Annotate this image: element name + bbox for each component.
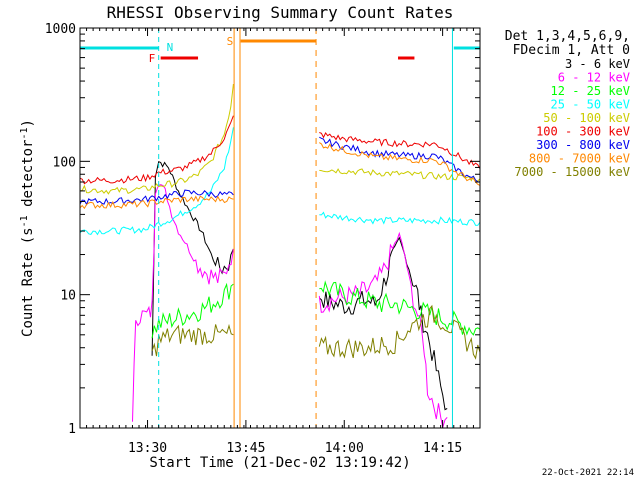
series-4-trace-0 [79, 83, 234, 195]
chart-title: RHESSI Observing Summary Count Rates [107, 3, 454, 22]
y-axis-label-tail: ) [20, 119, 36, 127]
y-tick-label-1: 10 [60, 289, 76, 304]
series-6-trace-0 [79, 189, 234, 206]
y-axis-label-sup1: -1 [19, 215, 30, 227]
series-8 [151, 304, 481, 360]
y-axis: 1 10 100 1000 [45, 22, 480, 437]
x-axis-label: Start Time (21-Dec-02 13:19:42) [149, 455, 410, 471]
legend-entry-3: 25 - 50 keV [551, 98, 630, 112]
legend-entry-6: 300 - 800 keV [536, 138, 630, 152]
legend-entry-5: 100 - 300 keV [536, 125, 630, 139]
saa-flag-label: S [227, 35, 234, 48]
series-4-trace-1 [319, 168, 481, 182]
footer-timestamp: 22-Oct-2021 22:14 [542, 468, 634, 478]
series-6 [79, 136, 481, 206]
legend-entry-1: 6 - 12 keV [558, 71, 630, 85]
series-1-trace-0 [132, 184, 234, 422]
legend: Det 1,3,4,5,6,9, FDecim 1, Att 0 3 - 6 k… [505, 29, 630, 179]
x-tick-label-3: 14:15 [423, 441, 462, 456]
legend-entry-0: 3 - 6 keV [565, 57, 630, 71]
series-5 [79, 115, 481, 185]
y-axis-label-lead: Count Rate (s [20, 227, 36, 337]
series-0-trace-2 [318, 236, 448, 411]
series-2 [151, 280, 481, 339]
plot-frame [79, 27, 481, 429]
series-8-trace-1 [151, 323, 234, 357]
series-5-trace-0 [79, 115, 234, 185]
y-axis-label-mid: detector [20, 140, 36, 216]
legend-entry-2: 12 - 25 keV [551, 84, 630, 98]
series-7-trace-0 [79, 195, 234, 210]
legend-entry-4: 50 - 100 keV [543, 111, 630, 125]
legend-entry-7: 800 - 7000 keV [529, 152, 630, 166]
x-tick-label-2: 14:00 [325, 441, 364, 456]
y-tick-label-0: 1 [68, 422, 76, 437]
series-1 [132, 184, 448, 428]
series-7-trace-1 [319, 142, 481, 186]
y-axis-label-sup2: -1 [19, 127, 30, 139]
series-0-trace-1 [151, 161, 234, 356]
series-7 [79, 142, 481, 210]
x-tick-label-0: 13:30 [128, 441, 167, 456]
flare-flag-label: F [149, 52, 156, 65]
series-2-trace-1 [151, 282, 234, 339]
y-axis-label: Count Rate (s-1 detector-1) [19, 119, 36, 337]
series-0 [151, 161, 448, 411]
y-tick-label-3: 1000 [45, 22, 76, 37]
series-6-trace-1 [319, 136, 481, 183]
night-flag-label: N [167, 41, 174, 54]
series-2-trace-2 [319, 280, 481, 336]
legend-header-line-1: Det 1,3,4,5,6,9, [505, 29, 630, 44]
x-tick-label-1: 13:45 [226, 441, 265, 456]
series-5-trace-1 [319, 132, 481, 169]
series-3-trace-1 [319, 211, 481, 226]
legend-entry-8: 7000 - 15000 keV [514, 165, 630, 179]
x-axis: 13:30 13:45 14:00 14:15 [79, 28, 481, 456]
series-8-trace-2 [318, 304, 481, 360]
y-tick-label-2: 100 [53, 155, 76, 170]
series-4 [79, 83, 481, 195]
legend-header-line-2: FDecim 1, Att 0 [513, 43, 630, 58]
series-1-trace-1 [318, 231, 448, 428]
series-layer [79, 83, 481, 428]
